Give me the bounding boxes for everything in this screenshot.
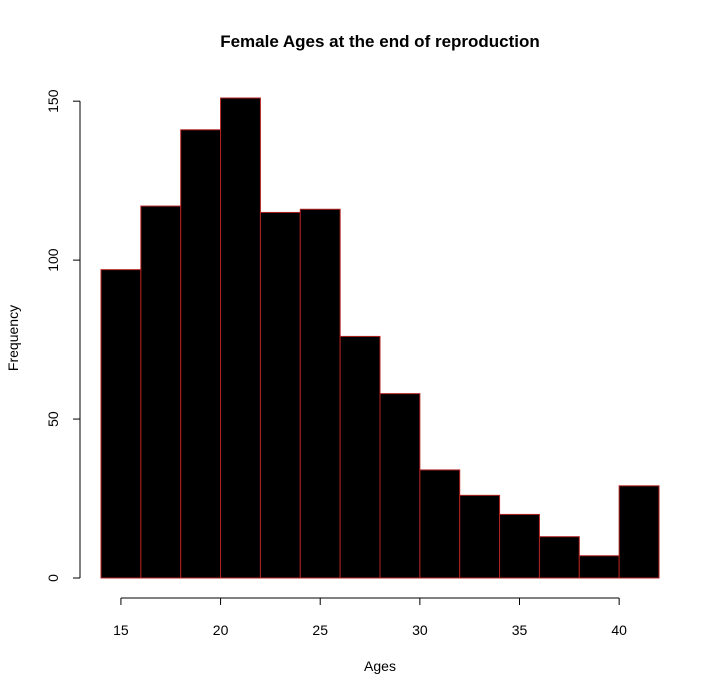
histogram-bar-10 [499, 513, 540, 579]
x-tick-label-15: 15 [113, 622, 129, 638]
y-tick-label-150: 150 [45, 89, 61, 113]
histogram-bar-12 [578, 555, 620, 579]
y-axis: 0 50 100 150 [45, 89, 81, 582]
histogram-bar-3 [220, 97, 261, 579]
x-axis: 15 20 25 30 35 40 [113, 597, 627, 638]
chart-title: Female Ages at the end of reproduction [220, 32, 540, 51]
x-tick-label-25: 25 [312, 622, 328, 638]
bars-group [100, 97, 660, 579]
histogram-bar-6 [339, 335, 381, 579]
histogram-bar-1 [140, 205, 182, 579]
x-tick-label-35: 35 [512, 622, 528, 638]
y-axis-label: Frequency [5, 305, 21, 371]
y-tick-label-50: 50 [45, 411, 61, 427]
histogram-bar-8 [419, 469, 461, 579]
x-axis-label: Ages [364, 658, 396, 674]
histogram-bar-7 [379, 393, 421, 579]
histogram-bar-0 [100, 269, 142, 579]
y-tick-label-0: 0 [45, 574, 61, 582]
x-tick-label-20: 20 [213, 622, 229, 638]
y-tick-label-100: 100 [45, 248, 61, 272]
histogram-bar-11 [538, 536, 580, 579]
x-tick-label-40: 40 [611, 622, 627, 638]
x-tick-label-30: 30 [412, 622, 428, 638]
histogram-bar-4 [259, 211, 301, 579]
histogram-bar-13 [618, 485, 660, 579]
histogram-bar-9 [459, 494, 501, 579]
histogram-bar-5 [299, 208, 341, 579]
histogram-bar-2 [180, 129, 222, 579]
